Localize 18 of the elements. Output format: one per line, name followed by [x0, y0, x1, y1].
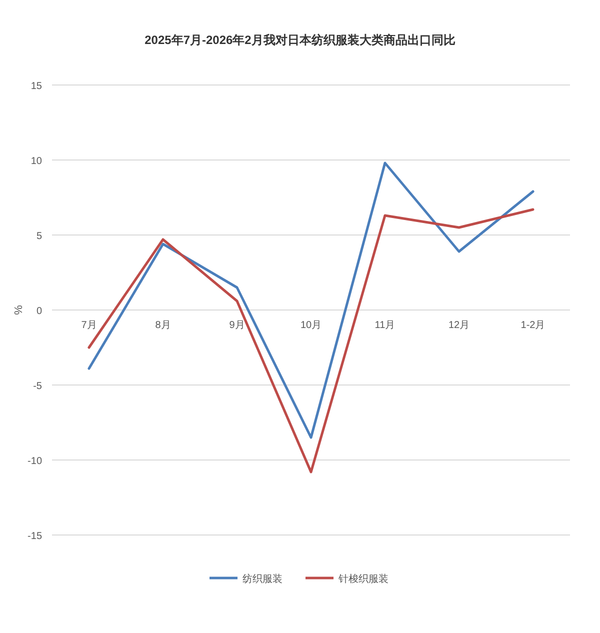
chart-title: 2025年7月-2026年2月我对日本纺织服装大类商品出口同比 — [144, 33, 456, 47]
x-tick-label: 12月 — [448, 320, 470, 331]
x-tick-label: 1-2月 — [520, 320, 546, 331]
y-tick-label: 10 — [30, 156, 42, 167]
y-tick-label: 0 — [36, 306, 42, 317]
x-tick-label: 10月 — [300, 320, 322, 331]
y-tick-label: 5 — [36, 231, 42, 242]
y-tick-label: -5 — [33, 381, 42, 392]
x-tick-label: 7月 — [81, 320, 97, 331]
x-tick-label: 9月 — [229, 320, 245, 331]
y-tick-label: -10 — [28, 456, 42, 467]
x-tick-label: 11月 — [374, 320, 396, 331]
legend-label: 针梭织服装 — [338, 573, 388, 585]
legend-label: 纺织服装 — [242, 573, 282, 585]
y-tick-label: -15 — [28, 531, 42, 542]
y-tick-label: 15 — [30, 81, 42, 92]
x-tick-label: 8月 — [155, 320, 171, 331]
y-axis-title: % — [13, 304, 25, 315]
